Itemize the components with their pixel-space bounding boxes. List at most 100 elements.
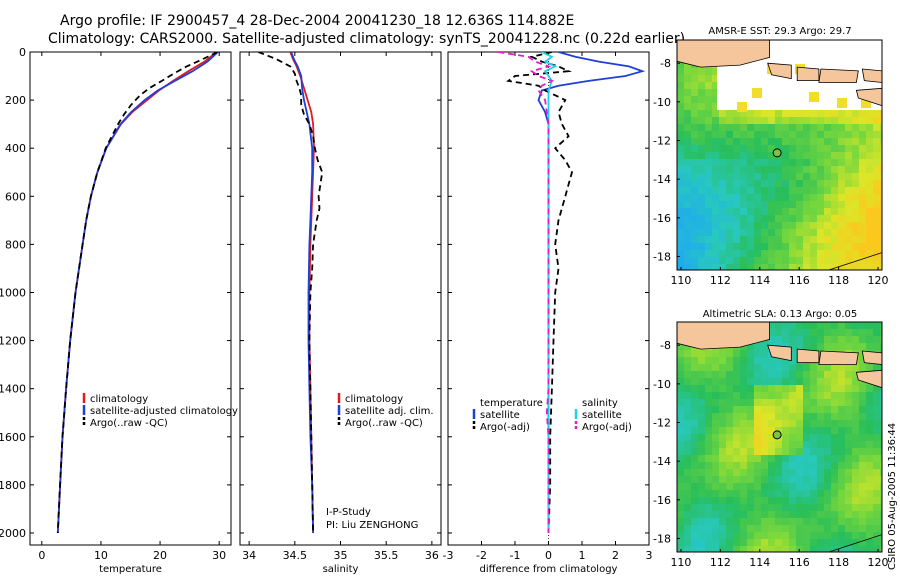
map-cell (684, 469, 692, 477)
map-cell (880, 250, 882, 258)
map-cell (698, 448, 706, 456)
map-cell (768, 166, 776, 174)
map-cell (782, 490, 790, 498)
map-cell (796, 322, 804, 330)
map-cell (831, 462, 839, 470)
map-cell (803, 546, 811, 552)
sla-map: 110 112 114 116 118 120-8-10-12-14-16-18 (653, 321, 889, 569)
map-cell (817, 187, 825, 195)
map-cell (719, 532, 727, 540)
map-cell (859, 250, 867, 258)
map-cell (740, 518, 748, 526)
map-cell (712, 525, 720, 533)
map-cell (677, 257, 685, 265)
map-cell (852, 110, 860, 118)
map-cell (803, 406, 811, 414)
map-cell (684, 434, 692, 442)
map-cell (684, 497, 692, 505)
map-cell (880, 448, 882, 456)
map-cell (782, 138, 790, 146)
map-cell (719, 420, 727, 428)
map-cell (726, 166, 734, 174)
map-cell (810, 152, 818, 160)
map-cell (824, 124, 832, 132)
map-cell (775, 215, 783, 223)
map-cell (789, 413, 797, 421)
map-cell (768, 117, 776, 125)
map-cell (803, 329, 811, 337)
map-cell (803, 378, 811, 386)
map-cell (733, 124, 741, 132)
map-cell (880, 406, 882, 414)
x-tick-label: 112 (710, 556, 731, 569)
map-cell (880, 117, 882, 125)
map-cell (768, 131, 776, 139)
map-cell (705, 462, 713, 470)
y-tick-label: 0 (19, 46, 26, 59)
map-cell (866, 257, 874, 265)
map-cell (775, 504, 783, 512)
map-cell (803, 385, 811, 393)
map-cell (712, 469, 720, 477)
map-cell (845, 264, 853, 270)
map-cell (845, 131, 853, 139)
map-cell (880, 476, 882, 484)
map-cell (712, 434, 720, 442)
map-cell (866, 483, 874, 491)
map-cell (831, 476, 839, 484)
y-tick-label: -8 (660, 339, 671, 352)
map-cell (845, 336, 853, 344)
map-cell (768, 490, 776, 498)
map-cell (761, 166, 769, 174)
map-cell (775, 490, 783, 498)
map-cell (796, 152, 804, 160)
map-cell (817, 110, 825, 118)
legend-label: climatology (345, 394, 403, 405)
map-cell (838, 462, 846, 470)
y-tick-label: 400 (5, 142, 26, 155)
map-cell (733, 371, 741, 379)
map-cell (698, 497, 706, 505)
map-cell (761, 159, 769, 167)
map-cell (775, 222, 783, 230)
map-cell (726, 518, 734, 526)
map-cell (761, 208, 769, 216)
map-cell (719, 406, 727, 414)
map-cell (775, 476, 783, 484)
map-cell (775, 229, 783, 237)
map-cell (838, 236, 846, 244)
map-cell (866, 166, 874, 174)
map-cell (712, 399, 720, 407)
map-cell (754, 469, 762, 477)
x-tick-label: 116 (789, 556, 810, 569)
map-cell (803, 371, 811, 379)
map-cell (684, 103, 692, 111)
map-cell (831, 180, 839, 188)
map-cell (754, 406, 762, 414)
map-cell (754, 504, 762, 512)
x-tick-label: -3 (443, 549, 454, 562)
map-cell (726, 152, 734, 160)
map-cell (775, 420, 783, 428)
map-cell (684, 539, 692, 547)
map-cell (698, 131, 706, 139)
map-cell (845, 441, 853, 449)
map-cell (747, 469, 755, 477)
map-cell (831, 131, 839, 139)
map-cell (740, 385, 748, 393)
map-cell (831, 117, 839, 125)
map-cell (754, 187, 762, 195)
map-cell (817, 539, 825, 547)
map-cell (691, 511, 699, 519)
map-cell (733, 441, 741, 449)
map-cell (789, 364, 797, 372)
map-cell (824, 166, 832, 174)
map-cell (852, 236, 860, 244)
map-cell (866, 462, 874, 470)
map-cell (782, 518, 790, 526)
map-cell (845, 392, 853, 400)
map-cell (691, 406, 699, 414)
map-cell (817, 476, 825, 484)
map-cell (782, 257, 790, 265)
map-cell (761, 250, 769, 258)
